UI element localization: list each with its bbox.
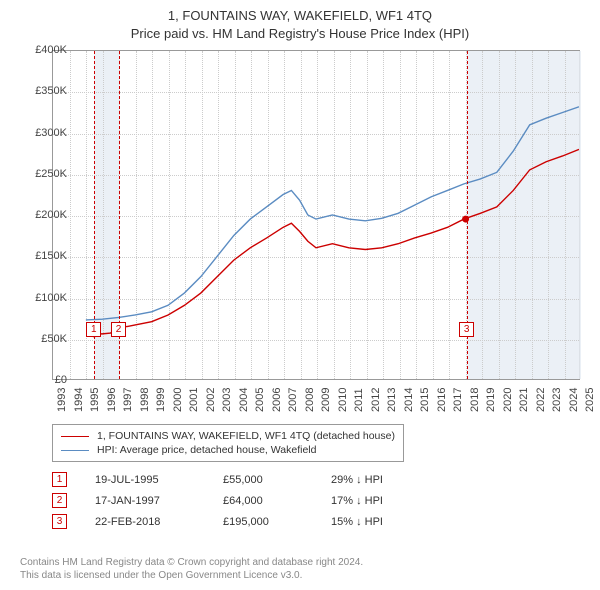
x-tick-label: 1993 [56, 388, 68, 412]
event-price: £55,000 [223, 474, 303, 486]
x-tick-label: 2010 [337, 388, 349, 412]
y-tick-label: £200K [35, 209, 67, 221]
legend-label: 1, FOUNTAINS WAY, WAKEFIELD, WF1 4TQ (de… [97, 430, 395, 442]
x-tick-label: 2022 [535, 388, 547, 412]
x-tick-label: 2020 [502, 388, 514, 412]
event-diff: 29% ↓ HPI [331, 474, 421, 486]
footer-attribution: Contains HM Land Registry data © Crown c… [20, 556, 363, 582]
series-svg [53, 51, 579, 379]
x-tick-label: 2012 [370, 388, 382, 412]
x-tick-label: 2008 [304, 388, 316, 412]
x-tick-label: 2014 [403, 388, 415, 412]
y-tick-label: £350K [35, 85, 67, 97]
y-tick-label: £50K [41, 333, 67, 345]
event-price: £195,000 [223, 516, 303, 528]
chart-title-sub: Price paid vs. HM Land Registry's House … [10, 26, 590, 41]
event-diff: 15% ↓ HPI [331, 516, 421, 528]
x-tick-label: 2024 [568, 388, 580, 412]
x-tick-label: 2001 [188, 388, 200, 412]
events-table: 1 19-JUL-1995 £55,000 29% ↓ HPI 2 17-JAN-1997… [52, 472, 421, 535]
y-tick-label: £250K [35, 168, 67, 180]
event-row: 1 19-JUL-1995 £55,000 29% ↓ HPI [52, 472, 421, 487]
y-tick-label: £100K [35, 292, 67, 304]
legend-row: 1, FOUNTAINS WAY, WAKEFIELD, WF1 4TQ (de… [61, 429, 395, 443]
y-tick-label: £150K [35, 250, 67, 262]
title-block: 1, FOUNTAINS WAY, WAKEFIELD, WF1 4TQ Pri… [0, 0, 600, 45]
x-tick-label: 2006 [271, 388, 283, 412]
chart-container: 1, FOUNTAINS WAY, WAKEFIELD, WF1 4TQ Pri… [0, 0, 600, 590]
event-num: 1 [52, 472, 67, 487]
event-date: 22-FEB-2018 [95, 516, 195, 528]
x-tick-label: 2005 [254, 388, 266, 412]
footer-line-2: This data is licensed under the Open Gov… [20, 569, 363, 582]
x-tick-label: 1997 [122, 388, 134, 412]
event-row: 2 17-JAN-1997 £64,000 17% ↓ HPI [52, 493, 421, 508]
x-tick-label: 2004 [238, 388, 250, 412]
event-num: 3 [52, 514, 67, 529]
x-tick-label: 2018 [469, 388, 481, 412]
event-price: £64,000 [223, 495, 303, 507]
legend-row: HPI: Average price, detached house, Wake… [61, 443, 395, 457]
x-tick-label: 2019 [485, 388, 497, 412]
x-tick-label: 1994 [73, 388, 85, 412]
footer-line-1: Contains HM Land Registry data © Crown c… [20, 556, 363, 569]
x-tick-label: 2025 [584, 388, 596, 412]
x-tick-label: 2017 [452, 388, 464, 412]
event-date: 17-JAN-1997 [95, 495, 195, 507]
x-tick-label: 2016 [436, 388, 448, 412]
x-tick-label: 1996 [106, 388, 118, 412]
event-num: 2 [52, 493, 67, 508]
x-tick-label: 1999 [155, 388, 167, 412]
legend-label: HPI: Average price, detached house, Wake… [97, 444, 316, 456]
chart-title-main: 1, FOUNTAINS WAY, WAKEFIELD, WF1 4TQ [10, 8, 590, 23]
event-marker-box: 3 [459, 322, 474, 337]
legend: 1, FOUNTAINS WAY, WAKEFIELD, WF1 4TQ (de… [52, 424, 404, 462]
event-marker-box: 1 [86, 322, 101, 337]
chart-plot-area: 12 3 [52, 50, 580, 380]
x-tick-label: 1995 [89, 388, 101, 412]
x-tick-label: 2007 [287, 388, 299, 412]
x-tick-label: 2009 [320, 388, 332, 412]
legend-swatch [61, 450, 89, 451]
y-tick-label: £400K [35, 44, 67, 56]
x-tick-label: 2013 [386, 388, 398, 412]
event-marker-box: 2 [111, 322, 126, 337]
x-tick-label: 2011 [353, 388, 365, 412]
legend-swatch [61, 436, 89, 437]
x-tick-label: 1998 [139, 388, 151, 412]
y-tick-label: £300K [35, 127, 67, 139]
event-row: 3 22-FEB-2018 £195,000 15% ↓ HPI [52, 514, 421, 529]
y-tick-label: £0 [55, 374, 67, 386]
x-tick-label: 2000 [172, 388, 184, 412]
x-tick-label: 2002 [205, 388, 217, 412]
x-tick-label: 2003 [221, 388, 233, 412]
x-tick-label: 2023 [551, 388, 563, 412]
event-date: 19-JUL-1995 [95, 474, 195, 486]
series-hpi [86, 107, 579, 320]
x-tick-label: 2021 [518, 388, 530, 412]
x-tick-label: 2015 [419, 388, 431, 412]
event-diff: 17% ↓ HPI [331, 495, 421, 507]
